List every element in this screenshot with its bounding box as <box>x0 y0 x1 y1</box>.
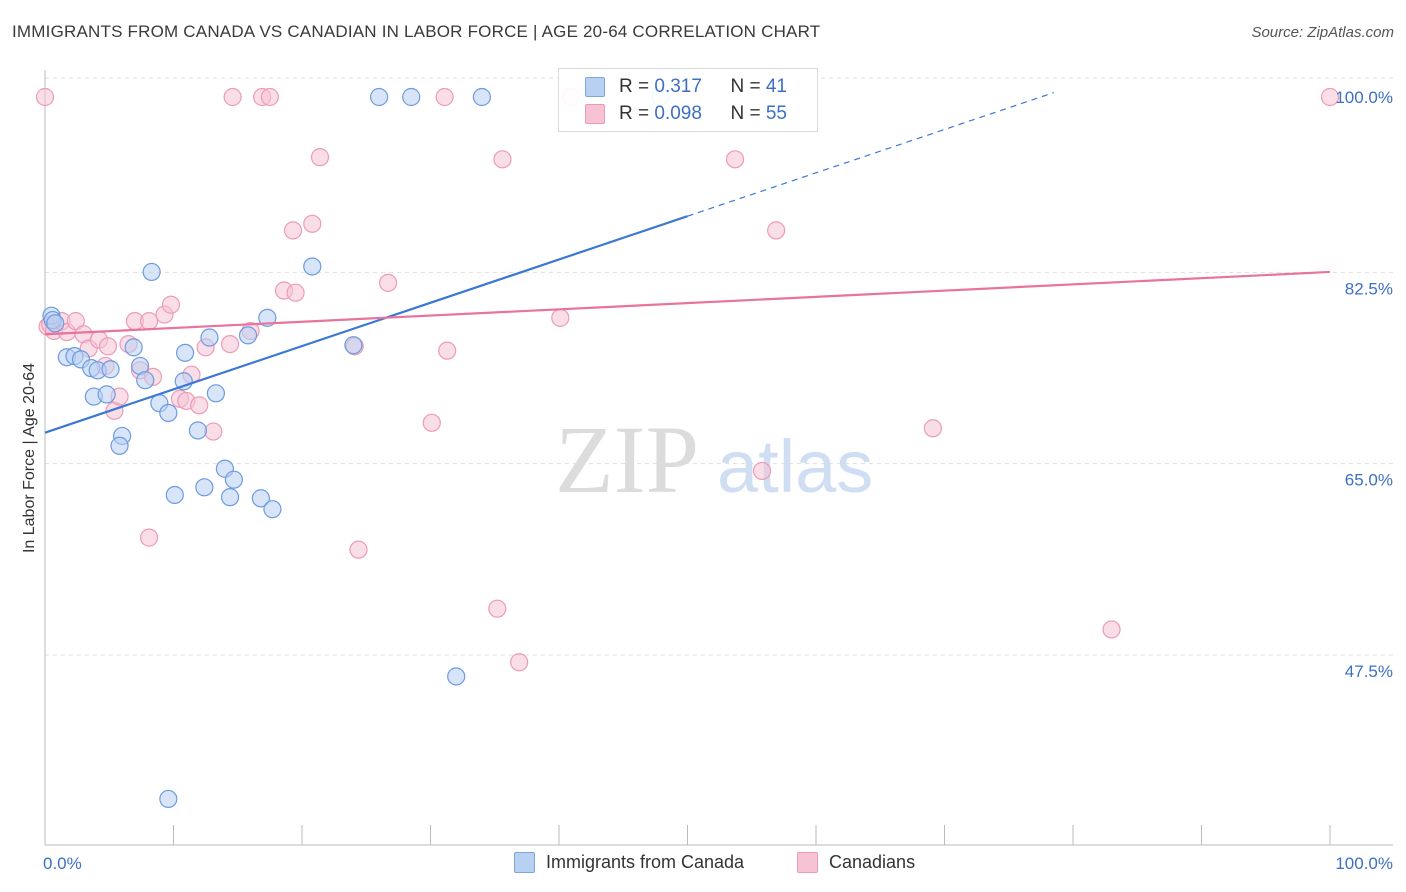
immigrants-point <box>220 488 240 507</box>
canadians-point <box>260 87 279 107</box>
canadians-point <box>303 214 322 233</box>
tick-labels: 47.5% 65.0% 82.5% 100.0% 0.0% 100.0% <box>43 88 1393 873</box>
watermark-zip: ZIP <box>555 406 699 513</box>
canadians-point <box>220 334 240 354</box>
immigrants-point <box>46 314 65 333</box>
canadians-point <box>1320 87 1340 107</box>
n-value-immigrants: 41 <box>765 76 787 97</box>
canadians-point <box>349 540 368 559</box>
immigrants-point <box>110 436 129 455</box>
x-tick-label: 0.0% <box>43 854 82 873</box>
immigrants-point <box>188 421 208 440</box>
immigrants-point <box>344 336 363 355</box>
canadians-point <box>435 87 454 107</box>
trend-lines <box>44 92 1331 434</box>
canadians-point <box>310 148 330 167</box>
canadians-point <box>223 87 242 107</box>
legend-label-immigrants: Immigrants from Canada <box>546 852 745 872</box>
legend-item-immigrants[interactable]: Immigrants from Canada <box>514 852 744 873</box>
immigrants-point <box>97 385 116 404</box>
correlation-legend: R = 0.317 N = 41 R = 0.098 N = 55 <box>558 68 818 132</box>
immigrants-point <box>124 338 143 357</box>
grid-layer <box>45 77 1393 656</box>
n-value-canadians: 55 <box>765 103 787 124</box>
canadians-point <box>1102 620 1121 639</box>
immigrants-point <box>402 87 421 107</box>
canadians-point <box>438 341 457 360</box>
canadians-point <box>283 221 303 240</box>
canadians-point <box>923 419 943 438</box>
immigrants-point <box>142 262 161 282</box>
immigrants-point <box>200 328 219 347</box>
canadians-point <box>204 422 223 441</box>
immigrants-trend-extension <box>687 92 1054 217</box>
immigrants-point <box>472 87 491 107</box>
legend-swatch-blue <box>585 77 605 97</box>
canadians-point <box>551 308 570 327</box>
canadians-point <box>161 295 181 314</box>
legend-swatch-pink <box>585 104 605 124</box>
n-label: N = <box>730 103 766 124</box>
immigrants-point <box>159 403 178 423</box>
legend-label-canadians: Canadians <box>829 852 916 872</box>
immigrants-point <box>159 789 178 809</box>
r-value-canadians: 0.098 <box>654 103 702 124</box>
canadians-point <box>139 528 159 547</box>
immigrants-point <box>175 343 195 362</box>
immigrants-points <box>42 87 670 809</box>
canadians-points <box>35 87 1340 672</box>
immigrants-point <box>136 371 155 390</box>
y-axis-label: In Labor Force | Age 20-64 <box>21 363 38 553</box>
canadians-point <box>510 653 529 672</box>
y-tick-label: 47.5% <box>1345 662 1393 681</box>
canadians-point <box>725 150 745 169</box>
canadians-point <box>493 150 512 169</box>
axis-layer <box>44 70 1393 846</box>
immigrants-point <box>238 326 258 345</box>
immigrants-point <box>263 500 282 519</box>
r-value-immigrants: 0.317 <box>654 76 702 97</box>
canadians-point <box>378 273 398 292</box>
watermark: ZIP atlas <box>555 406 873 513</box>
immigrants-point <box>165 485 184 505</box>
y-tick-label: 82.5% <box>1345 279 1393 298</box>
immigrants-point <box>101 360 120 379</box>
immigrants-point <box>303 257 322 276</box>
chart-title: IMMIGRANTS FROM CANADA VS CANADIAN IN LA… <box>12 22 821 41</box>
immigrants-trend-line <box>44 215 688 434</box>
canadians-point <box>35 87 55 107</box>
series-legend: Immigrants from Canada Canadians <box>0 852 1406 878</box>
r-label: R = <box>619 103 655 124</box>
canadians-point <box>488 599 507 618</box>
y-tick-label: 65.0% <box>1345 471 1393 490</box>
legend-item-canadians[interactable]: Canadians <box>797 852 915 873</box>
canadians-point <box>752 461 772 481</box>
canadians-point <box>98 337 118 356</box>
canadians-point <box>190 396 209 415</box>
immigrants-point <box>206 384 226 403</box>
immigrants-point <box>370 87 389 107</box>
y-tick-label: 100.0% <box>1335 88 1393 107</box>
immigrants-point <box>258 308 277 327</box>
immigrants-point <box>251 489 270 508</box>
legend-swatch-pink <box>797 852 818 873</box>
legend-swatch-blue <box>514 852 535 873</box>
n-label: N = <box>730 76 766 97</box>
canadians-point <box>139 312 159 331</box>
immigrants-point <box>195 478 214 497</box>
x-tick-label: 100.0% <box>1335 854 1393 873</box>
r-label: R = <box>619 76 655 97</box>
canadians-point <box>767 221 786 240</box>
canadians-point <box>422 413 441 432</box>
immigrants-point <box>224 470 243 489</box>
immigrants-point <box>447 667 466 686</box>
watermark-atlas: atlas <box>717 425 873 508</box>
canadians-point <box>286 283 305 302</box>
source-label: Source: ZipAtlas.com <box>1251 24 1394 41</box>
canadians-trend-line <box>44 270 1331 336</box>
